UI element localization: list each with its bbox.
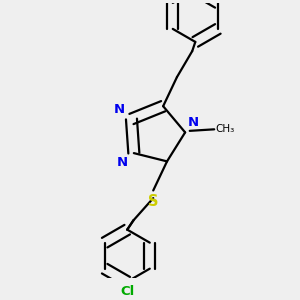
Text: CH₃: CH₃ (216, 124, 235, 134)
Text: N: N (114, 103, 125, 116)
Text: N: N (117, 156, 128, 169)
Text: S: S (148, 194, 158, 209)
Text: Cl: Cl (120, 285, 134, 298)
Text: N: N (188, 116, 199, 129)
